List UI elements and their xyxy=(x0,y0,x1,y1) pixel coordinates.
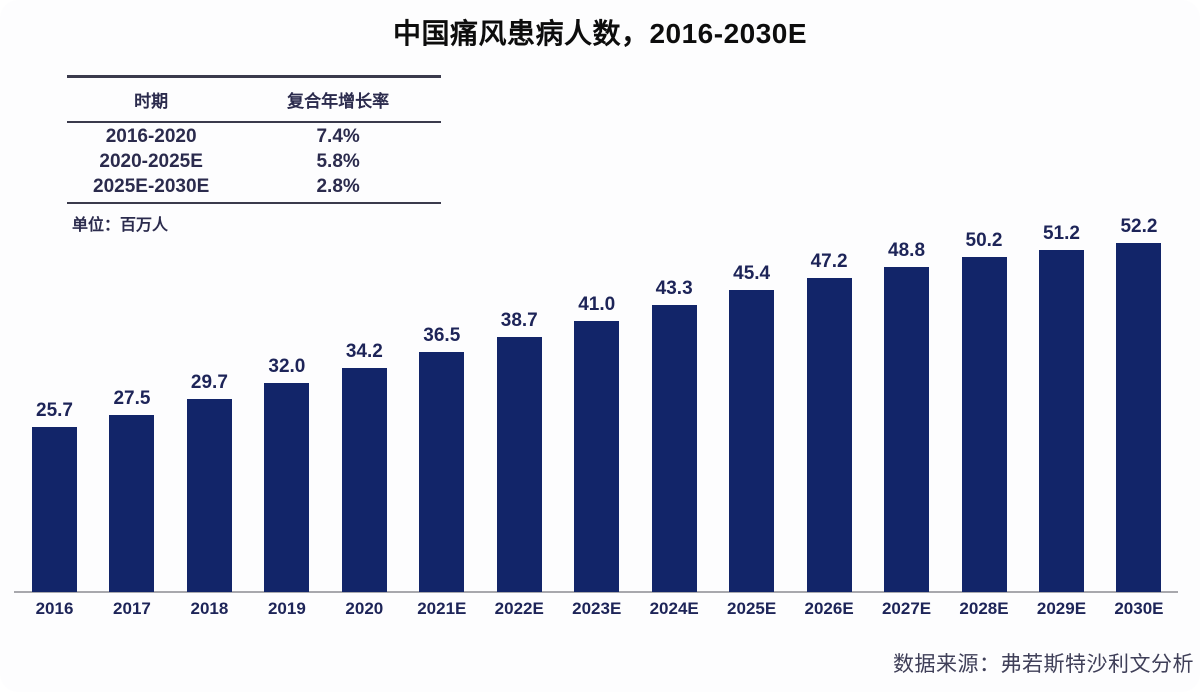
bar-value-label: 27.5 xyxy=(113,388,151,409)
cagr-period: 2025E-2030E xyxy=(93,175,210,197)
bar-value-label: 47.2 xyxy=(810,251,848,272)
x-axis-label: 2019 xyxy=(267,599,306,618)
bar-value-label: 34.2 xyxy=(345,341,383,362)
x-axis-label: 2024E xyxy=(649,599,699,618)
bar-value-label: 25.7 xyxy=(36,400,73,421)
cagr-table-body: 2016-2020 7.4% 2020-2025E 5.8% 2025E-203… xyxy=(67,123,441,202)
bar-value-label: 50.2 xyxy=(965,230,1003,251)
bar xyxy=(574,321,620,592)
bar xyxy=(884,267,930,592)
data-source: 数据来源：弗若斯特沙利文分析 xyxy=(893,653,1194,676)
cagr-period: 2016-2020 xyxy=(105,125,197,147)
chart-title: 中国痛风患病人数，2016-2030E xyxy=(392,18,808,49)
x-axis-label: 2021E xyxy=(417,599,467,618)
cagr-table: 时期 复合年增长率 2016-2020 7.4% 2020-2025E 5.8%… xyxy=(67,75,441,204)
bar xyxy=(806,278,852,592)
x-axis-label: 2025E xyxy=(727,599,777,618)
cagr-period: 2020-2025E xyxy=(99,150,203,172)
cagr-table-row: 2020-2025E 5.8% xyxy=(67,149,441,174)
bar xyxy=(961,257,1007,592)
cagr-value: 2.8% xyxy=(316,175,360,197)
x-axis-label: 2020 xyxy=(345,599,384,618)
x-axis-label: 2030E xyxy=(1114,599,1164,618)
x-axis-label: 2017 xyxy=(113,599,151,618)
bar xyxy=(1116,243,1162,592)
bar xyxy=(186,399,232,592)
bar-value-label: 48.8 xyxy=(888,240,926,261)
bar xyxy=(729,290,775,592)
x-axis-label: 2029E xyxy=(1036,599,1087,618)
bar xyxy=(651,305,697,592)
cagr-header-cagr: 复合年增长率 xyxy=(287,92,390,111)
cagr-table-row: 2016-2020 7.4% xyxy=(67,124,441,149)
cagr-table-row: 2025E-2030E 2.8% xyxy=(67,174,441,199)
x-axis-label: 2016 xyxy=(35,599,74,618)
cagr-table-header: 时期 复合年增长率 xyxy=(67,78,441,123)
bar-value-label: 36.5 xyxy=(423,325,461,346)
bar-value-label: 52.2 xyxy=(1120,216,1158,237)
bar xyxy=(1038,250,1084,592)
bar-value-label: 38.7 xyxy=(500,310,538,331)
bar xyxy=(419,352,465,592)
x-axis-label: 2027E xyxy=(881,599,932,618)
bar xyxy=(264,383,310,592)
bar-value-label: 43.3 xyxy=(655,278,693,299)
cagr-value: 5.8% xyxy=(316,150,360,172)
cagr-value: 7.4% xyxy=(316,125,360,147)
x-axis-label: 2026E xyxy=(804,599,854,618)
bar-value-label: 41.0 xyxy=(578,294,616,315)
bar-value-label: 32.0 xyxy=(268,356,306,377)
bar xyxy=(496,337,542,592)
bar xyxy=(109,415,155,592)
bar-value-label: 45.4 xyxy=(733,263,771,284)
unit-label: 单位：百万人 xyxy=(72,217,169,234)
bar-value-label: 29.7 xyxy=(190,372,228,393)
x-axis-label: 2022E xyxy=(494,599,544,618)
bar-value-label: 51.2 xyxy=(1042,223,1080,244)
bar xyxy=(341,368,387,592)
bar xyxy=(32,427,77,592)
x-axis-line xyxy=(14,591,1178,593)
x-axis-label: 2023E xyxy=(572,599,622,618)
x-axis-label: 2018 xyxy=(190,599,229,618)
cagr-header-period: 时期 xyxy=(134,92,169,111)
x-axis-label: 2028E xyxy=(959,599,1009,618)
